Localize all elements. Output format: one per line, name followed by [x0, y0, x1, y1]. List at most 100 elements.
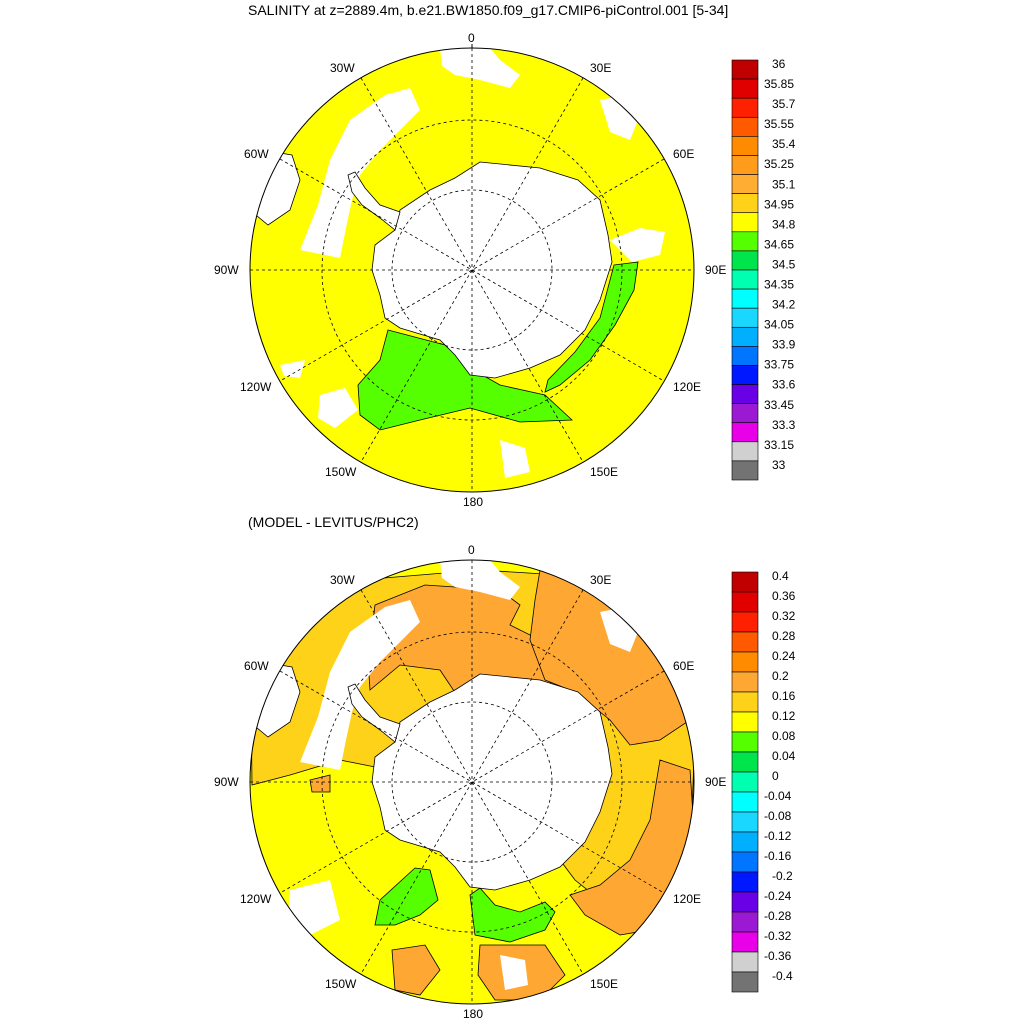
map-bottom-colorbar-label: 0.08: [772, 729, 796, 743]
map-top-title: SALINITY at z=2889.4m, b.e21.BW1850.f09_…: [248, 2, 729, 18]
map-top-gap-south: [500, 440, 530, 478]
map-bottom-gap-south: [500, 955, 528, 990]
map-bottom-colorbar-box: [731, 891, 759, 913]
map-top-colorbar-box: [731, 231, 759, 252]
map-bottom-lon-60e: 60E: [673, 659, 694, 673]
map-top-colorbar-box: [731, 460, 759, 481]
map-top-colorbar-label: 33.9: [772, 338, 796, 352]
map-bottom-colorbar-box: [731, 711, 759, 733]
map-top-colorbar-label: 34.05: [764, 318, 794, 332]
map-top-graticule: [250, 48, 694, 492]
map-bottom-colorbar-label: 0.28: [772, 629, 796, 643]
map-bottom-colorbar-box: [731, 951, 759, 973]
map-bottom-colorbar-box: [731, 611, 759, 633]
map-bottom-colorbar-label: 0.12: [772, 709, 796, 723]
map-bottom-colorbar-label: -0.4: [772, 969, 793, 983]
map-bottom-colorbar-box: [731, 571, 759, 593]
map-bottom-colorbar-box: [731, 851, 759, 873]
map-top-colorbar-box: [731, 307, 759, 328]
map-bottom-colorbar-box: [731, 651, 759, 673]
map-bottom-lon-30w: 30W: [330, 573, 355, 587]
map-bottom-colorbar-box: [731, 751, 759, 773]
map-bottom-colorbar-label: 0: [772, 769, 779, 783]
map-top-colorbar-label: 35.55: [764, 117, 794, 131]
map-top-lon-90e: 90E: [705, 263, 726, 277]
map-bottom-colorbar-label: 0.36: [772, 589, 796, 603]
map-bottom-ridge-gap-atlantic: [300, 600, 420, 770]
map-top-colorbar-box: [731, 288, 759, 309]
map-top-colorbar-box: [731, 384, 759, 404]
map-top-colorbar-label: 33.45: [764, 398, 794, 412]
map-bottom-peninsula: [347, 683, 401, 743]
map-top-colorbar-label: 34.65: [764, 237, 794, 251]
map-top-colorbar-box: [731, 441, 759, 462]
map-top-colorbar-box: [731, 136, 759, 156]
map-bottom-colorbar: 0.4 0.36 0.32 0.28 0.24 0.2 0.16 0.12 0.08 0.04 0 -…: [731, 569, 796, 993]
map-bottom-colorbar-box: [731, 691, 759, 713]
map-top-colorbar-box: [731, 59, 759, 80]
map-top-lon-150w: 150W: [325, 465, 357, 479]
map-top-colorbar-label: 35.4: [772, 137, 796, 151]
map-bottom-border: [249, 559, 695, 1005]
map-top-colorbar-label: 33.6: [772, 378, 796, 392]
map-bottom-colorbar-label: -0.36: [764, 949, 792, 963]
map-bottom-colorbar-label: 0.32: [772, 609, 796, 623]
map-top-colorbar-label: 35.1: [772, 177, 796, 191]
map-bottom-anomaly-orange-sw: [391, 944, 441, 996]
map-bottom-lon-150e: 150E: [590, 977, 618, 991]
map-top-lon-60w: 60W: [244, 147, 269, 161]
map-top-gap-sw: [318, 388, 358, 428]
map-bottom-colorbar-box: [731, 971, 759, 993]
map-top-colorbar-box: [731, 365, 759, 385]
map-bottom-lon-150w: 150W: [325, 977, 357, 991]
map-top-colorbar-label: 36: [772, 57, 786, 71]
map-bottom-colorbar-box: [731, 831, 759, 853]
map-top-colorbar-box: [731, 78, 759, 99]
map-top-colorbar-box: [731, 155, 759, 175]
map-top-lon-60e: 60E: [673, 147, 694, 161]
map-top-ridge-gap-atlantic: [300, 88, 420, 258]
map-bottom-lon-0: 0: [468, 543, 475, 557]
map-bottom-green-south: [469, 887, 556, 943]
map-top-lon-90w: 90W: [214, 263, 239, 277]
map-bottom-lon-120e: 120E: [673, 892, 701, 906]
map-bottom-lon-90w: 90W: [214, 775, 239, 789]
map-bottom-colorbar-label: 0.4: [772, 569, 789, 583]
map-bottom-lon-60w: 60W: [244, 659, 269, 673]
map-bottom-colorbar-label: 0.24: [772, 649, 796, 663]
map-bottom-colorbar-box: [731, 931, 759, 953]
map-bottom-lon-180: 180: [463, 1007, 483, 1021]
map-top-colorbar-box: [731, 269, 759, 290]
map-top-colorbar-label: 34.8: [772, 217, 796, 231]
map-bottom-colorbar-box: [731, 731, 759, 753]
map-bottom-colorbar-label: 0.2: [772, 669, 789, 683]
map-top-lon-120w: 120W: [240, 380, 272, 394]
map-top-gap-north: [440, 48, 520, 88]
map-top-colorbar-label: 34.35: [764, 278, 794, 292]
map-bottom-green-ross: [374, 867, 439, 926]
map-bottom-colorbar-box: [731, 631, 759, 653]
map-bottom-colorbar-label: -0.04: [764, 789, 792, 803]
map-top-colorbar-box: [731, 97, 759, 118]
map-top-lon-0: 0: [468, 31, 475, 45]
map-top-lon-30e: 30E: [590, 61, 611, 75]
map-bottom-colorbar-label: -0.28: [764, 909, 792, 923]
map-bottom-gap-sw: [288, 880, 340, 935]
map-bottom-colorbar-box: [731, 771, 759, 793]
map-bottom-colorbar-box: [731, 911, 759, 933]
map-bottom-colorbar-label: -0.08: [764, 809, 792, 823]
map-top-gap-west: [280, 360, 305, 378]
map-bottom-colorbar-label: 0.04: [772, 749, 796, 763]
map-bottom-colorbar-box: [731, 671, 759, 693]
map-bottom-anomaly-orange-w: [309, 774, 331, 793]
map-bottom-colorbar-label: 0.16: [772, 689, 796, 703]
map-bottom-graticule: [250, 560, 694, 1004]
map-bottom-lon-30e: 30E: [590, 573, 611, 587]
map-top-gap-east: [610, 228, 665, 262]
map-top-colorbar-box: [731, 116, 759, 137]
map-bottom-gap-north: [440, 560, 520, 600]
map-bottom-colorbar-label: -0.32: [764, 929, 792, 943]
map-top-colorbar-label: 34.95: [764, 197, 794, 211]
map-bottom-lon-120w: 120W: [240, 892, 272, 906]
